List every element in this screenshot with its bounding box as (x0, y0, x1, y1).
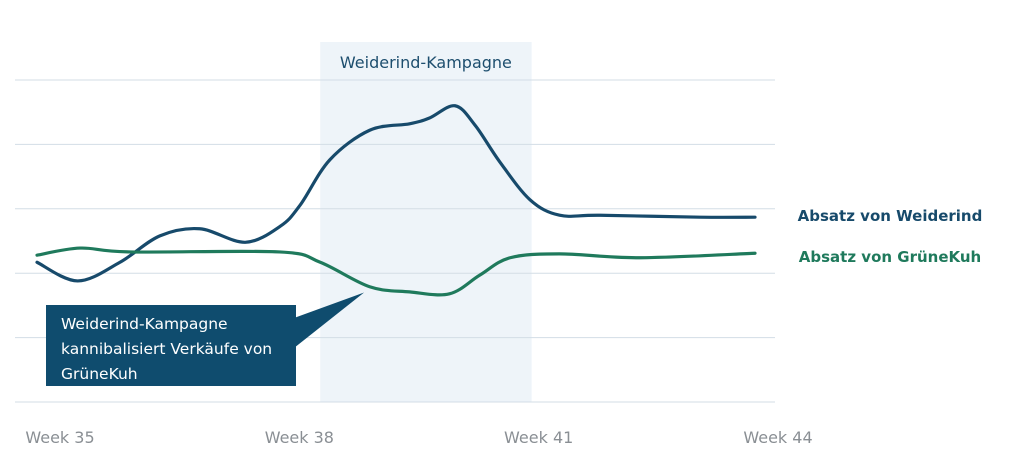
campaign-shaded-region (320, 42, 532, 402)
callout-pointer (294, 292, 365, 348)
legend-label-1: Absatz von GrüneKuh (799, 248, 981, 266)
callout-box (46, 305, 296, 386)
callout-line-3: GrüneKuh (61, 365, 138, 383)
callout-line-2: kannibalisiert Verkäufe von (61, 340, 272, 358)
callout-line-1: Weiderind-Kampagne (61, 315, 228, 333)
legend-label-0: Absatz von Weiderind (798, 207, 983, 225)
series-line-1 (35, 246, 757, 297)
annotation-callout: Weiderind-Kampagne kannibalisiert Verkäu… (46, 292, 365, 386)
x-tick-label: Week 35 (25, 428, 94, 447)
series-line-0 (35, 104, 757, 283)
x-tick-label: Week 41 (504, 428, 573, 447)
x-tick-label: Week 38 (265, 428, 334, 447)
campaign-label: Weiderind-Kampagne (340, 53, 512, 72)
x-tick-label: Week 44 (743, 428, 812, 447)
